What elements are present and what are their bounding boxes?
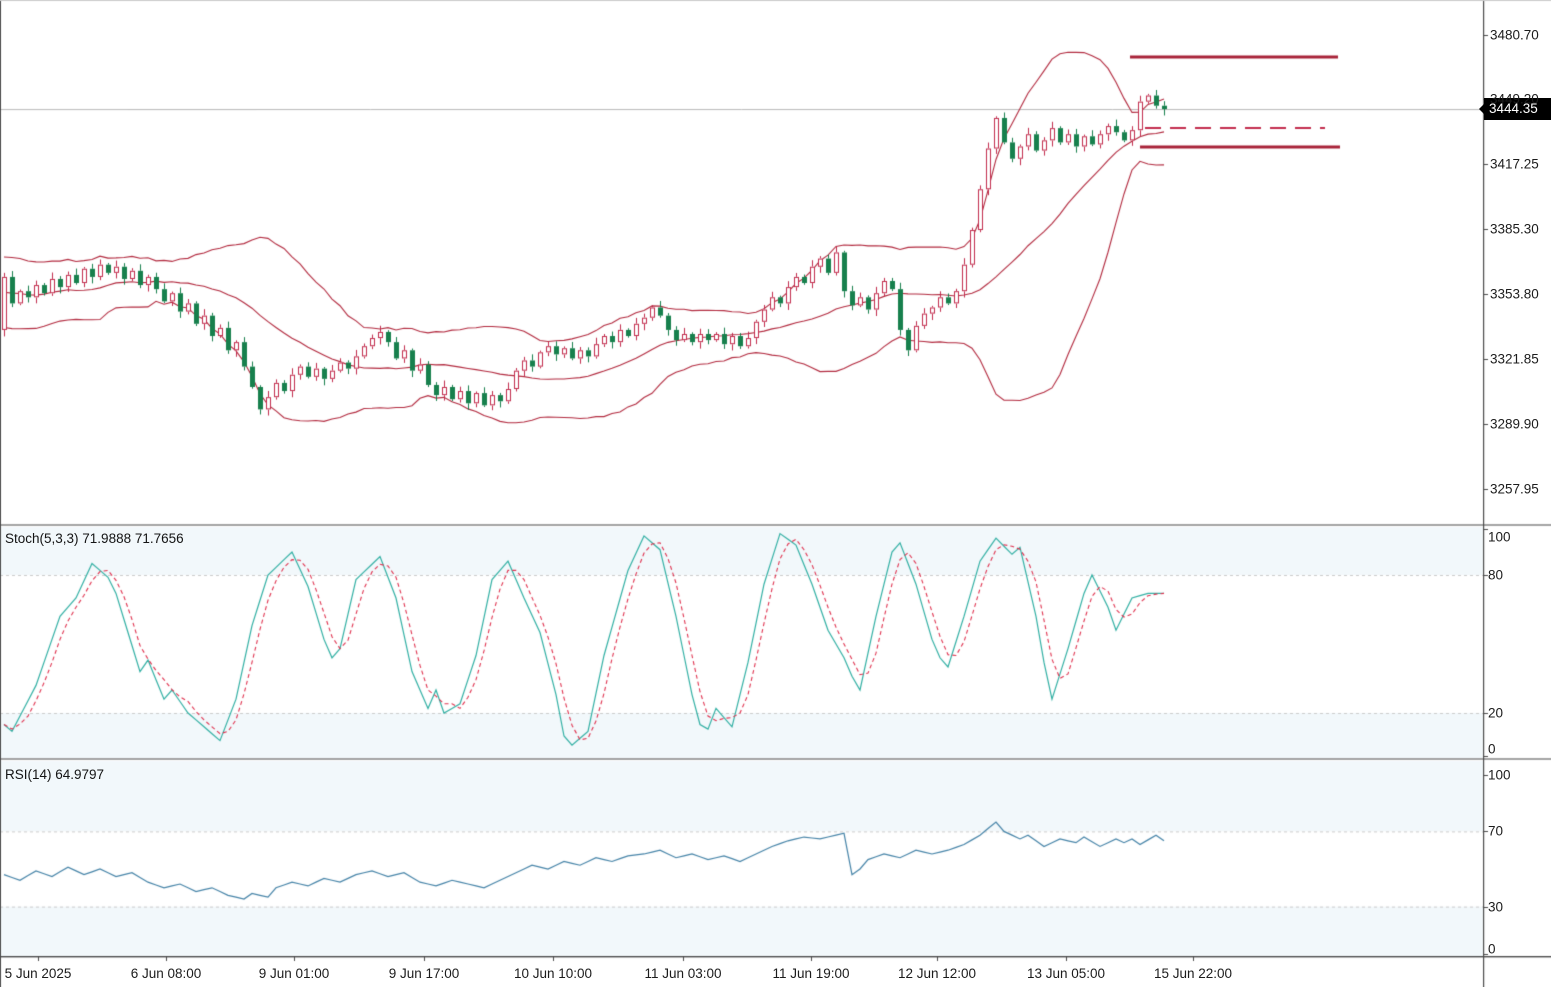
time-axis-label: 9 Jun 01:00 — [258, 966, 330, 981]
price-axis-label: 3385.30 — [1490, 221, 1539, 237]
rsi-axis-label: 70 — [1488, 823, 1504, 839]
rsi-axis-label: 100 — [1488, 767, 1511, 783]
time-axis-label: 12 Jun 12:00 — [897, 966, 977, 981]
stoch-axis-label: 20 — [1488, 705, 1504, 721]
rsi-axis-label: 30 — [1488, 899, 1504, 915]
stoch-axis-label: 80 — [1488, 567, 1504, 583]
time-axis-label: 6 Jun 08:00 — [130, 966, 202, 981]
time-axis-label: 11 Jun 19:00 — [772, 966, 850, 981]
rsi-indicator-label: RSI(14) 64.9797 — [5, 767, 105, 782]
price-axis-label: 3417.25 — [1490, 156, 1539, 172]
price-axis-label: 3257.95 — [1490, 481, 1539, 497]
rsi-axis-label: 0 — [1488, 941, 1496, 957]
price-axis-label: 3480.70 — [1490, 27, 1539, 43]
time-axis-label: 9 Jun 17:00 — [388, 966, 460, 981]
stoch-indicator-label: Stoch(5,3,3) 71.9888 71.7656 — [5, 531, 184, 546]
time-axis-label: 15 Jun 22:00 — [1153, 966, 1233, 981]
time-axis-label: 5 Jun 2025 — [4, 966, 72, 981]
stoch-axis-label: 0 — [1488, 741, 1496, 757]
price-axis-label: 3449.20 — [1490, 91, 1539, 107]
price-axis-label: 3353.80 — [1490, 286, 1539, 302]
price-axis-label: 3289.90 — [1490, 416, 1539, 432]
bid-price-tag: 3444.35 — [1479, 98, 1551, 121]
stoch-axis-label: 100 — [1488, 529, 1511, 545]
time-axis-label: 11 Jun 03:00 — [644, 966, 722, 981]
time-axis-label: 10 Jun 10:00 — [513, 966, 593, 981]
price-axis-label: 3321.85 — [1490, 351, 1539, 367]
time-axis-label: 13 Jun 05:00 — [1026, 966, 1106, 981]
